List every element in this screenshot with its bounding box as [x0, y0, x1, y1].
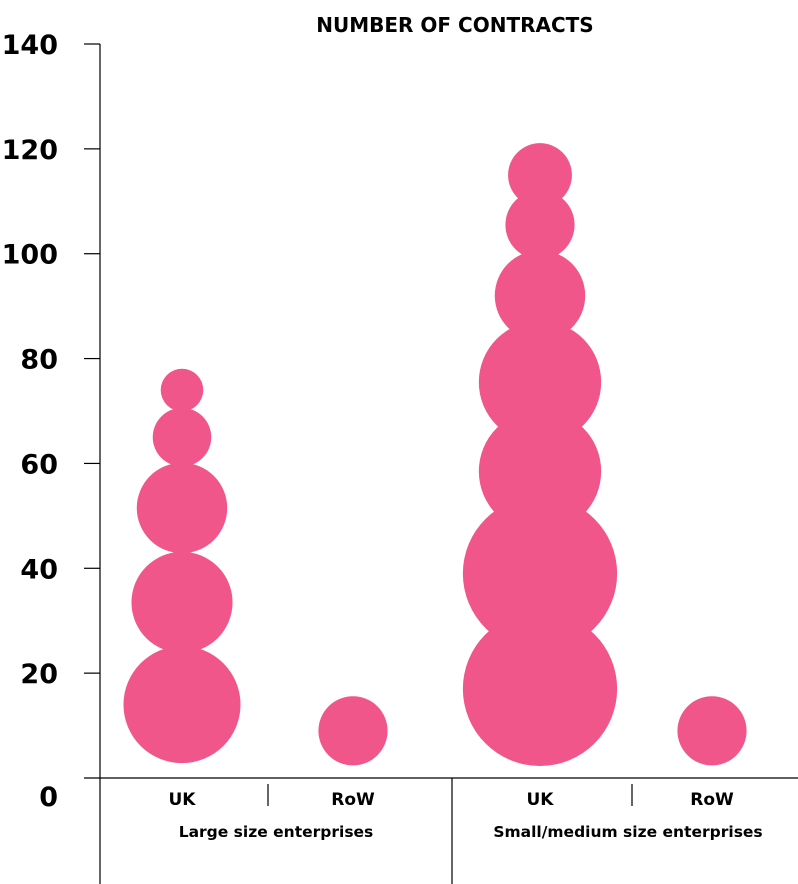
- x-category-label: RoW: [331, 790, 375, 810]
- y-tick-label: 40: [20, 554, 58, 585]
- x-group-label: Large size enterprises: [179, 823, 374, 841]
- x-category-label: RoW: [690, 790, 734, 810]
- bubble: [137, 463, 227, 553]
- bubble: [123, 646, 240, 763]
- y-tick-label: 80: [20, 345, 58, 376]
- y-tick-label: 20: [20, 659, 58, 690]
- x-groups: Large size enterprises Small/medium size …: [179, 823, 763, 841]
- bubble: [508, 143, 572, 207]
- bubble: [153, 408, 212, 467]
- bubble: [131, 552, 232, 653]
- x-group-label: Small/medium size enterprises: [493, 823, 762, 841]
- bubble: [677, 696, 746, 765]
- y-tick-label: 60: [20, 449, 58, 480]
- x-categories: UK RoW UK RoW: [169, 790, 734, 810]
- chart-title: NUMBER OF CONTRACTS: [316, 13, 593, 37]
- bubbles: [123, 143, 746, 766]
- y-tick-label: 100: [2, 240, 58, 271]
- x-category-label: UK: [169, 790, 197, 810]
- y-tick-label: 140: [2, 30, 58, 61]
- y-ticks: 0 20 40 60 80 100 120 140: [2, 30, 100, 813]
- y-tick-label: 120: [2, 135, 58, 166]
- y-tick-label: 0: [39, 782, 58, 813]
- bubble: [495, 250, 585, 340]
- bubble: [318, 696, 387, 765]
- x-category-label: UK: [527, 790, 555, 810]
- bubble: [161, 369, 204, 412]
